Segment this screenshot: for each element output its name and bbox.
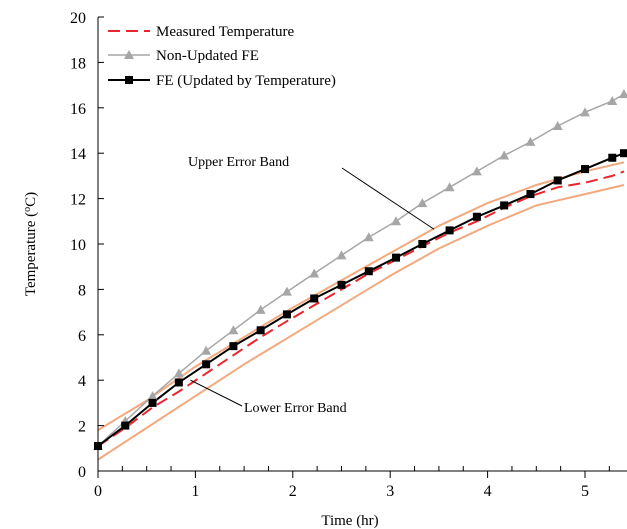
y-tick-label: 16 — [70, 101, 86, 118]
non-updated-fe-point — [580, 107, 590, 117]
non-updated-fe-point — [255, 304, 266, 314]
x-tick-label: 4 — [484, 483, 492, 500]
lower-error-band-leader — [190, 379, 243, 407]
non-updated-fe-point — [228, 325, 239, 335]
non-updated-fe-point — [173, 368, 184, 378]
non-updated-fe-point — [363, 232, 374, 242]
annotations: Upper Error Band Lower Error Band — [188, 155, 435, 416]
fe-updated-by-temperature-point — [148, 398, 157, 407]
fe-updated-by-temperature-point — [553, 176, 562, 185]
fe-updated-by-temperature-point — [174, 378, 183, 387]
non-updated-fe-point — [499, 150, 510, 160]
y-axis-title-main: Temperature ( — [23, 212, 39, 296]
fe-updated-by-temperature-point — [282, 310, 291, 319]
legend: Measured Temperature Non-Updated FE FE (Up… — [108, 24, 336, 89]
y-tick-label: 0 — [78, 464, 86, 481]
non-updated-fe-point — [201, 345, 212, 355]
fe-updated-by-temperature-point — [121, 421, 130, 430]
legend-measured-temperature-label: Measured Temperature — [156, 24, 295, 40]
fe-updated-by-temperature-point — [392, 253, 401, 262]
y-axis-title-sup: o — [22, 207, 33, 212]
upper-error-band-leader — [341, 167, 435, 230]
y-tick-label: 14 — [70, 146, 86, 163]
y-tick-label: 20 — [70, 10, 86, 27]
non-updated-fe-point — [336, 250, 347, 260]
fe-updated-by-temperature-point — [500, 201, 509, 210]
fe-updated-by-temperature-line — [97, 152, 625, 447]
y-tick-label: 8 — [78, 282, 86, 299]
fe-updated-by-temperature-point — [418, 240, 427, 248]
non-updated-fe-point — [471, 166, 482, 176]
non-updated-fe-point — [607, 95, 618, 105]
y-axis-title: Temperature (oC) — [22, 192, 40, 296]
y-tick-label: 12 — [70, 192, 86, 209]
upper-error-band-label: Upper Error Band — [188, 155, 289, 170]
y-tick-label: 2 — [78, 419, 86, 436]
x-tick-label: 2 — [289, 483, 297, 500]
fe-updated-by-temperature-point — [310, 294, 319, 303]
non-updated-fe-point — [147, 391, 158, 401]
lower-error-band-line — [97, 184, 625, 461]
x-tick-label: 5 — [581, 483, 589, 500]
y-tick-label: 10 — [70, 237, 86, 254]
fe-updated-by-temperature-point — [364, 267, 373, 276]
fe-updated-by-temperature-point — [202, 360, 211, 369]
fe-updated-by-temperature-point — [581, 165, 589, 174]
error-bands — [97, 161, 625, 461]
legend-fe-updated-by-temperature-marker — [125, 76, 133, 84]
upper-error-band-line — [97, 161, 625, 431]
fe-updated-by-temperature-point — [445, 226, 454, 235]
fe-updated-by-temperature-point — [526, 190, 535, 199]
y-tick-label: 6 — [78, 328, 86, 345]
non-updated-fe-point — [281, 286, 292, 296]
non-updated-fe-point — [525, 136, 536, 146]
y-tick-label: 4 — [78, 373, 86, 390]
fe-updated-by-temperature-point — [619, 149, 627, 158]
non-updated-fe-point — [391, 216, 402, 226]
legend-non-updated-fe-marker — [124, 50, 134, 59]
x-tick-label: 0 — [94, 483, 102, 500]
fe-updated-by-temperature-point — [472, 212, 481, 221]
y-tick-label: 18 — [70, 55, 86, 72]
fe-updated-by-temperature-point — [256, 326, 265, 335]
y-axis-title-unit: C) — [23, 192, 39, 207]
legend-non-updated-fe-label: Non-Updated FE — [156, 48, 259, 64]
x-axis-title: Time (hr) — [321, 513, 378, 529]
non-updated-fe-point — [309, 268, 320, 278]
measured-temperature-line — [97, 170, 625, 447]
fe-updated-by-temperature-point — [337, 280, 346, 289]
non-updated-fe-point — [552, 120, 563, 130]
lower-error-band-label: Lower Error Band — [244, 401, 347, 416]
legend-fe-updated-by-temperature-label: FE (Updated by Temperature) — [156, 73, 336, 89]
x-tick-label: 3 — [386, 483, 394, 500]
fe-updated-by-temperature-point — [608, 153, 617, 162]
non-updated-fe-point — [444, 182, 455, 192]
non-updated-fe-point — [618, 89, 627, 99]
x-tick-label: 1 — [191, 483, 199, 500]
series-markers — [93, 89, 627, 451]
non-updated-fe-point — [417, 198, 428, 208]
fe-updated-by-temperature-point — [229, 342, 238, 351]
